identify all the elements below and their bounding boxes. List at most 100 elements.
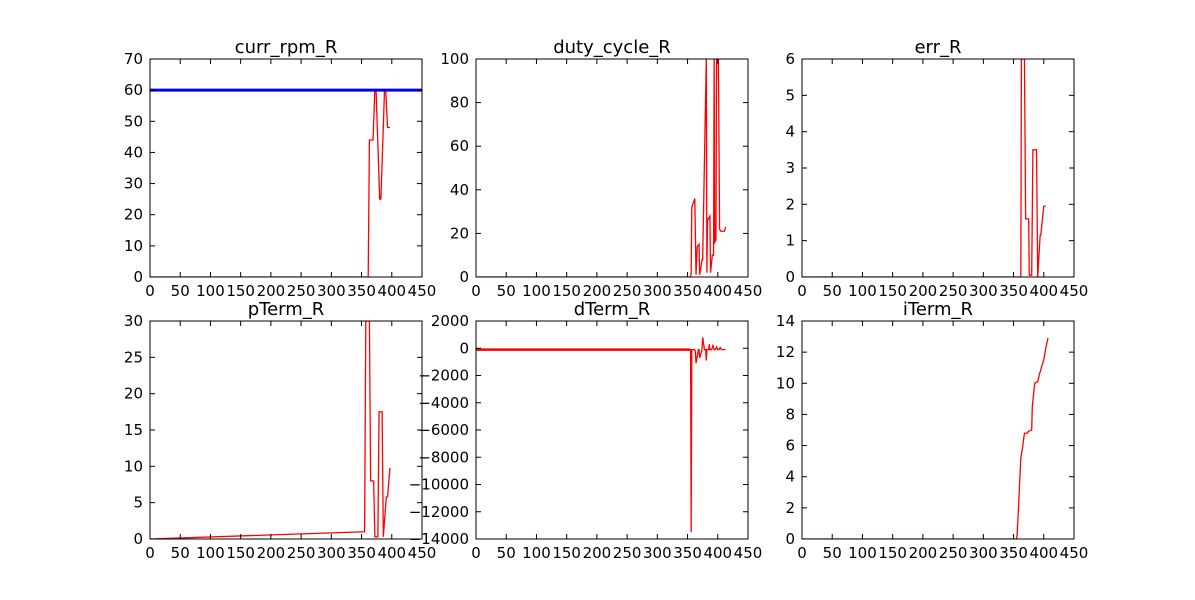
x-tick-label: 200 [257,282,286,300]
series-line-1 [689,337,726,533]
y-tick-label: 6 [785,50,795,68]
x-tick-label: 0 [797,282,807,300]
y-tick-label: 10 [124,457,143,475]
x-tick-label: 300 [317,282,346,300]
x-tick-label: 350 [999,544,1028,562]
y-tick-label: 0 [785,268,795,286]
y-tick-label: 14 [776,312,795,330]
series-line-0 [150,321,391,539]
x-tick-label: 300 [643,282,672,300]
x-tick-label: 350 [999,282,1028,300]
subplot-title: curr_rpm_R [235,37,338,58]
x-tick-label: 100 [196,282,225,300]
subplot-title: iTerm_R [903,299,973,320]
x-tick-label: 400 [377,282,406,300]
y-tick-label: 8 [785,405,795,423]
x-tick-label: 50 [497,282,516,300]
y-tick-label: 4 [785,468,795,486]
y-tick-label: 2000 [431,312,469,330]
subplot-title: err_R [914,37,961,58]
y-tick-label: 2 [785,499,795,517]
x-tick-label: 450 [734,282,763,300]
x-tick-label: 250 [613,544,642,562]
x-tick-label: 400 [377,544,406,562]
series-line-0 [802,337,1049,539]
x-tick-label: 150 [226,544,255,562]
x-tick-label: 0 [471,282,481,300]
axes-frame [475,58,749,278]
y-tick-label: 60 [124,81,143,99]
x-tick-label: 450 [408,282,437,300]
y-tick-label: −4000 [418,394,469,412]
y-tick-label: 10 [776,374,795,392]
x-tick-label: 100 [522,544,551,562]
x-tick-label: 400 [1029,282,1058,300]
x-tick-label: 150 [552,282,581,300]
y-tick-label: 15 [124,421,143,439]
x-tick-label: 150 [226,282,255,300]
series-line-0 [150,89,390,277]
y-tick-label: 20 [450,224,469,242]
subplot-dTerm_R: dTerm_R0 50 100 150 200 250 300 350 400 450−14000… [409,299,763,562]
x-tick-label: 250 [939,544,968,562]
x-tick-label: 200 [909,282,938,300]
y-tick-label: 5 [785,86,795,104]
x-tick-label: 0 [471,544,481,562]
y-tick-label: −8000 [418,448,469,466]
x-tick-label: 350 [673,282,702,300]
y-tick-label: 40 [450,181,469,199]
x-tick-label: 100 [848,282,877,300]
x-tick-label: 50 [171,544,190,562]
x-tick-label: 400 [703,544,732,562]
y-tick-label: 50 [124,112,143,130]
axes-frame [149,58,423,278]
y-tick-label: 40 [124,143,143,161]
x-tick-label: 250 [613,282,642,300]
subplot-err_R: err_R 0 50 100 150 200 250 300 350 400 450 0 1 2 3 4 5 6 [785,37,1088,300]
subplot-curr_rpm_R: curr_rpm_R 0 50 100 150 200 250 300 350 400 450 0 10… [124,37,436,300]
series-line-0 [802,59,1046,277]
x-tick-label: 150 [878,282,907,300]
axes-frame [801,320,1075,540]
y-tick-label: 4 [785,123,795,141]
y-tick-label: 12 [776,343,795,361]
subplot-title: pTerm_R [248,299,325,320]
subplot-iTerm_R: iTerm_R 0 50 100 150 200 250 300 350 400 450 0 2 4 6 8 1… [776,299,1088,562]
x-tick-label: 300 [969,544,998,562]
axes-frame [149,320,423,540]
x-tick-label: 100 [196,544,225,562]
x-tick-label: 250 [287,544,316,562]
x-tick-label: 300 [969,282,998,300]
y-tick-label: 25 [124,348,143,366]
x-tick-label: 450 [734,544,763,562]
y-tick-label: 30 [124,312,143,330]
y-tick-label: 100 [440,50,469,68]
x-tick-label: 50 [823,544,842,562]
x-tick-label: 50 [171,282,190,300]
x-tick-label: 450 [1060,544,1089,562]
x-tick-label: 350 [673,544,702,562]
y-tick-label: 0 [459,268,469,286]
y-tick-label: 3 [785,159,795,177]
subplot-title: dTerm_R [574,299,651,320]
y-tick-label: 0 [459,339,469,357]
x-tick-label: 50 [823,282,842,300]
x-tick-label: 150 [552,544,581,562]
x-tick-label: 250 [287,282,316,300]
x-tick-label: 100 [848,544,877,562]
y-tick-label: 6 [785,437,795,455]
x-tick-label: 0 [145,544,155,562]
x-tick-label: 200 [583,282,612,300]
y-tick-label: −10000 [409,476,469,494]
subplot-duty_cycle_R: duty_cycle_R0 50 100 150 200 250 300 350 400 4500… [440,37,762,300]
y-tick-label: 20 [124,385,143,403]
x-tick-label: 450 [1060,282,1089,300]
x-tick-label: 450 [408,544,437,562]
y-tick-label: −12000 [409,503,469,521]
x-tick-label: 350 [347,544,376,562]
y-tick-label: 0 [133,268,143,286]
y-tick-label: 5 [133,494,143,512]
subplot-title: duty_cycle_R [553,37,671,58]
x-tick-label: 50 [497,544,516,562]
